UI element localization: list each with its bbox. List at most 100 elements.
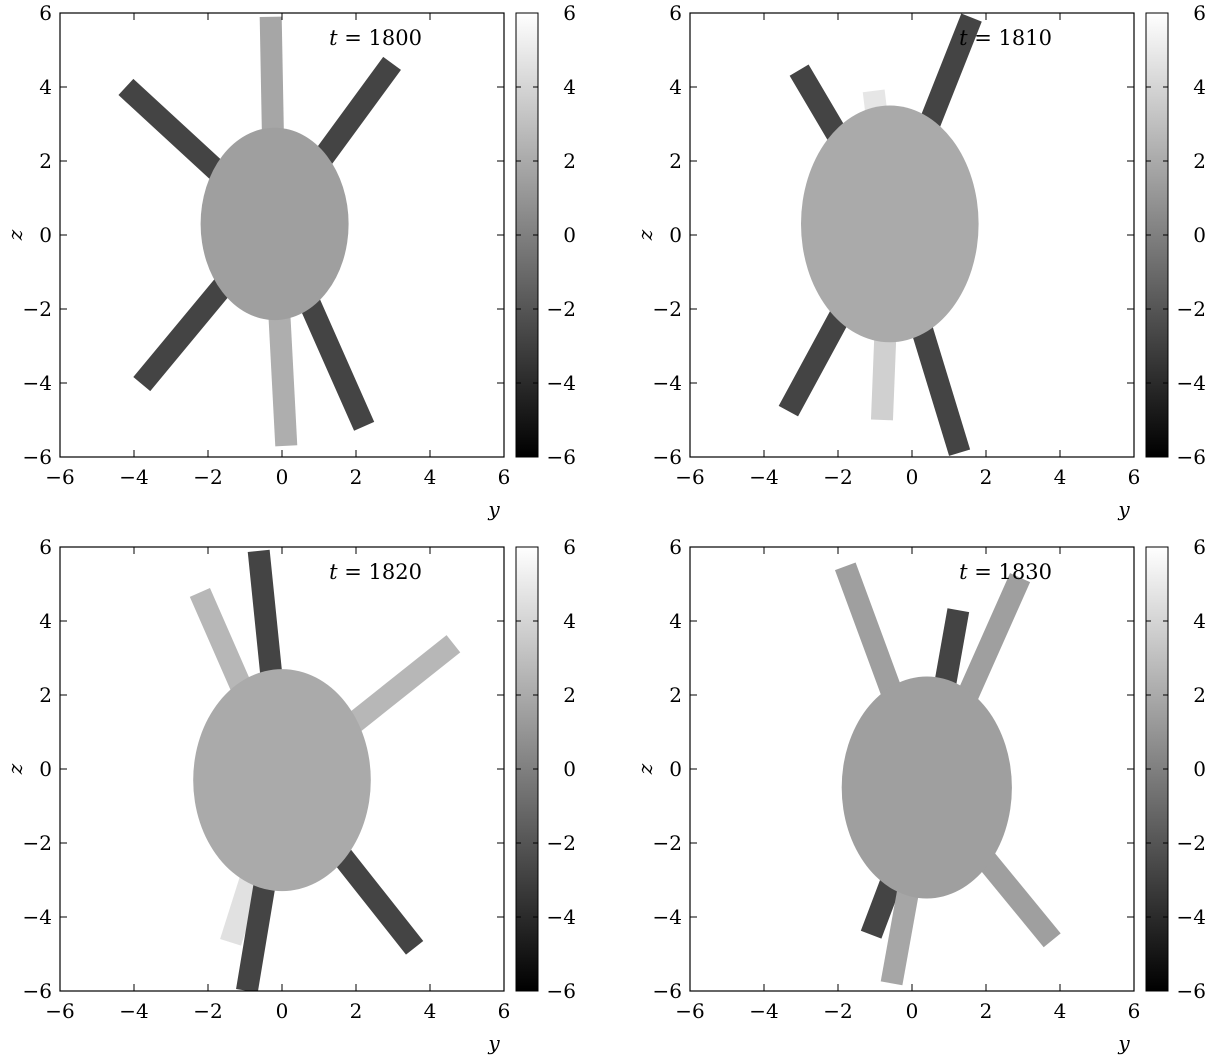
y-tick-label: −2 [653, 831, 682, 855]
y-tick-label: −4 [23, 371, 52, 395]
colorbar-tick-label: −2 [1177, 297, 1206, 321]
x-axis-label: y [487, 1031, 500, 1055]
x-tick-label: 4 [1054, 465, 1067, 489]
plot-area [778, 13, 982, 456]
colorbar-tick-label: 6 [1193, 535, 1206, 559]
y-tick-label: −6 [653, 979, 682, 1003]
x-tick-label: −2 [823, 999, 852, 1023]
x-tick-label: 6 [1128, 465, 1141, 489]
y-tick-label: 6 [669, 535, 682, 559]
body-region [200, 127, 349, 321]
colorbar-tick-label: 2 [563, 149, 576, 173]
colorbar: −6 −4 −2 0 2 4 6 [1145, 1, 1206, 469]
x-tick-label: 0 [276, 465, 289, 489]
x-tick-label: 4 [424, 465, 437, 489]
panel-3: −6 −4 −2 0 2 4 6 −6 −4 −2 0 2 4 6 y z t = 1820 −6 −4 −2 0 2 4 6 [3, 535, 576, 1055]
x-tick-label: 2 [350, 999, 363, 1023]
y-tick-label: 2 [39, 149, 52, 173]
y-axis-label: z [633, 763, 657, 775]
y-tick-label: 0 [39, 223, 52, 247]
x-tick-label: −4 [749, 999, 778, 1023]
plot-area [189, 549, 461, 991]
colorbar-tick-label: 4 [563, 75, 576, 99]
y-tick-label: 0 [669, 757, 682, 781]
colorbar: −6 −4 −2 0 2 4 6 [515, 1, 576, 469]
x-tick-label: 0 [906, 999, 919, 1023]
panel-1: −6 −4 −2 0 2 4 6 −6 −4 −2 0 2 4 6 y z t = 1800 −6 −4 −2 0 2 4 6 [3, 1, 576, 521]
x-tick-label: −4 [119, 465, 148, 489]
y-tick-label: −6 [23, 979, 52, 1003]
y-tick-label: 2 [669, 683, 682, 707]
y-axis-label: z [633, 229, 657, 241]
x-tick-label: −6 [45, 999, 74, 1023]
y-tick-label: −4 [653, 371, 682, 395]
colorbar: −6 −4 −2 0 2 4 6 [1145, 535, 1206, 1003]
y-tick-label: −4 [23, 905, 52, 929]
panel-2: −6 −4 −2 0 2 4 6 −6 −4 −2 0 2 4 6 y z t = 1810 −6 −4 −2 0 2 4 6 [633, 1, 1206, 521]
y-tick-label: 6 [39, 1, 52, 25]
plot-area [118, 16, 401, 447]
time-annotation: t = 1800 [329, 26, 422, 50]
y-tick-label: −6 [23, 445, 52, 469]
colorbar-tick-label: 4 [1193, 75, 1206, 99]
panel-4: −6 −4 −2 0 2 4 6 −6 −4 −2 0 2 4 6 y z t = 1830 −6 −4 −2 0 2 4 6 [633, 535, 1206, 1055]
y-tick-label: 2 [669, 149, 682, 173]
colorbar-tick-label: 2 [1193, 149, 1206, 173]
colorbar-tick-label: −2 [547, 297, 576, 321]
x-tick-label: 6 [498, 465, 511, 489]
y-axis-label: z [3, 763, 27, 775]
colorbar-tick-label: −2 [1177, 831, 1206, 855]
x-tick-label: 0 [276, 999, 289, 1023]
time-value: 1800 [369, 26, 422, 50]
time-value: 1830 [999, 560, 1052, 584]
time-value: 1820 [369, 560, 422, 584]
x-tick-label: 6 [498, 999, 511, 1023]
colorbar-tick-label: 6 [563, 1, 576, 25]
x-tick-label: 2 [980, 999, 993, 1023]
y-tick-label: 4 [39, 609, 52, 633]
x-axis-label: y [487, 497, 500, 521]
colorbar-tick-label: 2 [563, 683, 576, 707]
y-tick-label: 6 [669, 1, 682, 25]
y-tick-label: 4 [669, 609, 682, 633]
colorbar-tick-label: −4 [547, 905, 576, 929]
y-tick-label: 2 [39, 683, 52, 707]
x-tick-label: 2 [980, 465, 993, 489]
colorbar-tick-label: −4 [1177, 905, 1206, 929]
time-variable: t [959, 26, 968, 50]
body-region [193, 669, 371, 892]
x-axis-label: y [1117, 497, 1130, 521]
y-tick-label: −2 [653, 297, 682, 321]
colorbar-tick-label: 4 [563, 609, 576, 633]
x-tick-label: 4 [1054, 999, 1067, 1023]
x-tick-label: −6 [45, 465, 74, 489]
x-tick-label: −2 [193, 465, 222, 489]
colorbar-tick-label: −6 [547, 979, 576, 1003]
colorbar-tick-label: 0 [1193, 757, 1206, 781]
y-tick-label: 4 [39, 75, 52, 99]
time-variable: t [959, 560, 968, 584]
time-variable: t [329, 26, 338, 50]
y-tick-label: 0 [669, 223, 682, 247]
colorbar-tick-label: −4 [547, 371, 576, 395]
colorbar-tick-label: 6 [563, 535, 576, 559]
time-value: 1810 [999, 26, 1052, 50]
y-tick-label: −2 [23, 831, 52, 855]
colorbar-tick-label: 0 [1193, 223, 1206, 247]
x-tick-label: 2 [350, 465, 363, 489]
time-operator: = [968, 560, 999, 584]
time-annotation: t = 1830 [959, 560, 1052, 584]
colorbar-tick-label: 6 [1193, 1, 1206, 25]
y-tick-label: −6 [653, 445, 682, 469]
y-tick-label: 0 [39, 757, 52, 781]
colorbar-tick-label: 4 [1193, 609, 1206, 633]
colorbar-tick-label: 2 [1193, 683, 1206, 707]
y-tick-label: −4 [653, 905, 682, 929]
body-region [841, 676, 1012, 899]
time-operator: = [968, 26, 999, 50]
time-operator: = [338, 26, 369, 50]
x-tick-label: 0 [906, 465, 919, 489]
x-tick-label: −2 [193, 999, 222, 1023]
colorbar-tick-label: 0 [563, 757, 576, 781]
